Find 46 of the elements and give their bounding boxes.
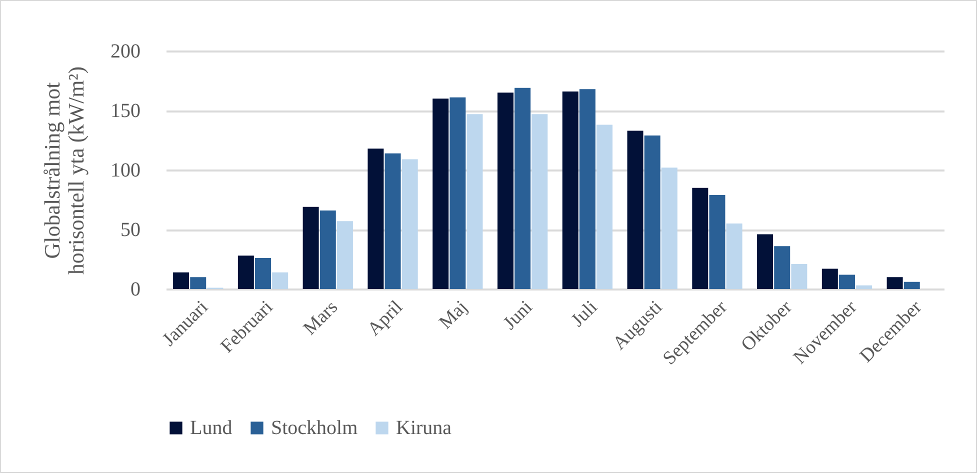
bar bbox=[692, 188, 708, 289]
bar bbox=[432, 98, 449, 289]
bar bbox=[856, 285, 872, 289]
x-tick-label: Maj bbox=[435, 296, 472, 334]
bar bbox=[532, 114, 548, 289]
bar bbox=[627, 130, 644, 289]
bar bbox=[709, 194, 726, 289]
bar bbox=[302, 206, 319, 289]
bar bbox=[838, 274, 855, 289]
bar bbox=[173, 272, 190, 289]
bar bbox=[757, 234, 774, 289]
legend-label: Kiruna bbox=[396, 417, 452, 439]
bar bbox=[336, 221, 353, 289]
bar bbox=[368, 148, 384, 289]
bar bbox=[466, 114, 483, 289]
bar bbox=[190, 277, 206, 289]
bar bbox=[320, 210, 336, 289]
bar bbox=[497, 92, 514, 289]
bar bbox=[904, 282, 920, 289]
bar bbox=[272, 272, 288, 289]
bar bbox=[726, 224, 742, 289]
legend-label: Stockholm bbox=[271, 417, 358, 439]
legend-label: Lund bbox=[190, 417, 232, 439]
bar bbox=[791, 264, 808, 289]
y-tick-label: 50 bbox=[120, 219, 140, 241]
bar bbox=[644, 135, 660, 289]
bar bbox=[886, 277, 903, 289]
y-tick-label: 200 bbox=[110, 40, 140, 62]
y-tick-label: 100 bbox=[110, 160, 140, 182]
bar bbox=[255, 258, 272, 289]
bar bbox=[384, 153, 401, 289]
bar bbox=[579, 89, 596, 289]
x-tick-label: Juni bbox=[499, 296, 537, 334]
bar bbox=[562, 91, 578, 289]
bar bbox=[774, 246, 790, 289]
bar bbox=[822, 268, 838, 289]
y-axis-title: Globalstrålning mot horisontell yta (kW/m²) bbox=[40, 66, 88, 275]
y-tick-label: 150 bbox=[110, 100, 140, 122]
y-tick-label: 0 bbox=[130, 278, 140, 300]
bar bbox=[596, 124, 613, 289]
bar bbox=[238, 256, 254, 289]
bar bbox=[661, 168, 678, 289]
bar bbox=[450, 97, 466, 289]
bar bbox=[402, 159, 418, 289]
x-tick-label: Juli bbox=[567, 296, 602, 332]
bar bbox=[514, 88, 531, 289]
